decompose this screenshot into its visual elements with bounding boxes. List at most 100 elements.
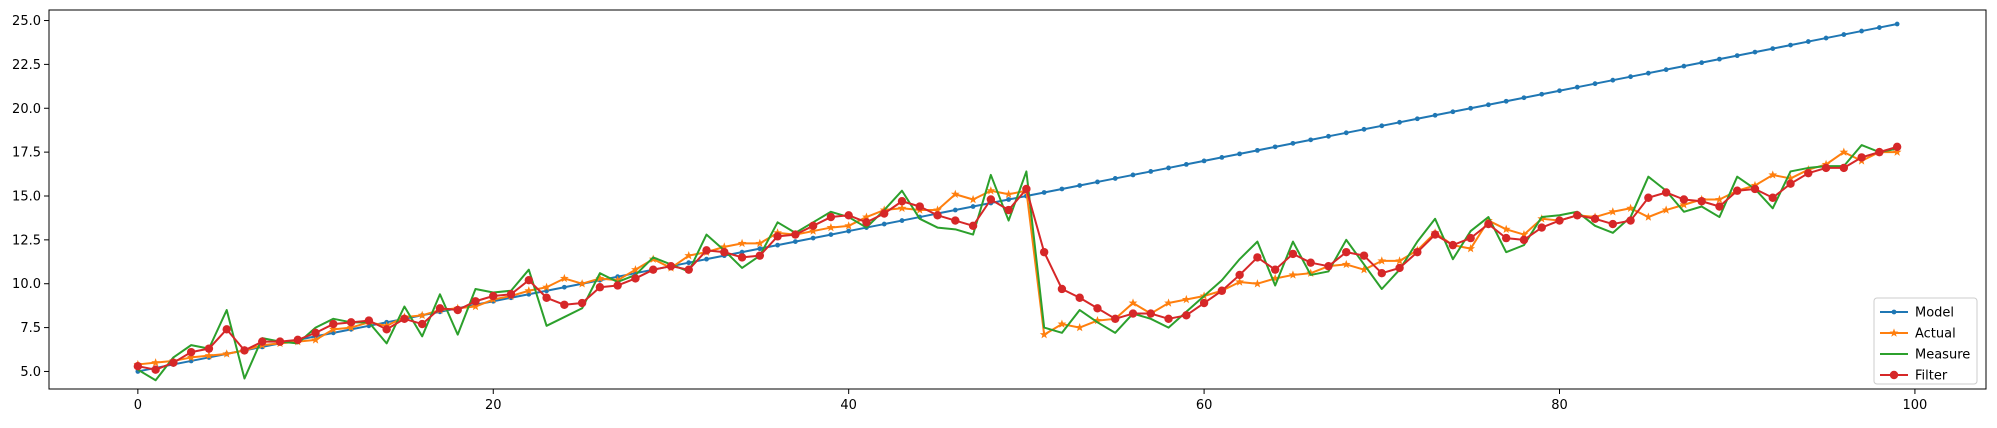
model-marker: [952, 207, 958, 213]
y-tick-label: 25.0: [12, 14, 41, 29]
filter-marker: [542, 293, 551, 302]
filter-marker: [968, 221, 978, 231]
filter-marker: [1039, 247, 1049, 257]
filter-marker: [133, 361, 143, 371]
filter-marker: [737, 253, 747, 262]
legend-item-measure: Measure: [1880, 348, 1970, 363]
actual-marker: [631, 265, 640, 274]
y-tick-label: 10.0: [12, 277, 41, 292]
actual-marker: [1661, 205, 1671, 214]
filter-marker: [1821, 163, 1831, 173]
filter-marker: [1146, 309, 1155, 318]
actual-marker: [897, 203, 907, 212]
actual-marker: [1786, 173, 1795, 183]
model-marker: [1645, 70, 1651, 76]
filter-marker: [897, 197, 907, 206]
actual-marker: [1501, 224, 1511, 234]
actual-marker: [542, 282, 551, 291]
series-filter: [133, 142, 1902, 374]
filter-marker: [1857, 153, 1866, 162]
filter-marker: [560, 300, 569, 309]
filter-marker: [1270, 265, 1280, 274]
filter-marker: [1164, 314, 1173, 324]
legend-label: Model: [1915, 306, 1954, 321]
y-tick-label: 15.0: [12, 189, 41, 204]
x-tick-label: 40: [840, 398, 857, 413]
model-marker: [1681, 63, 1687, 69]
model-marker: [970, 204, 976, 209]
legend: Model Actual Measure Filter: [1873, 297, 1978, 385]
filter-marker: [293, 335, 302, 345]
model-marker: [1770, 46, 1776, 52]
model-marker: [1788, 42, 1793, 48]
model-marker: [1557, 88, 1562, 94]
filter-marker: [1111, 314, 1120, 324]
actual-marker: [222, 349, 232, 358]
actual-marker: [613, 275, 623, 284]
actual-marker: [1341, 259, 1351, 269]
model-marker: [792, 239, 798, 245]
actual-marker: [950, 189, 960, 198]
model-marker: [1379, 123, 1385, 129]
x-tick-label: 80: [1551, 398, 1568, 413]
model-marker: [1343, 130, 1349, 136]
actual-marker: [719, 242, 729, 251]
actual-marker: [1768, 170, 1778, 179]
filter-marker: [1306, 258, 1315, 267]
model-marker: [1272, 144, 1278, 150]
model-marker: [1326, 133, 1331, 139]
filter-marker: [649, 265, 658, 274]
legend-label: Filter: [1915, 369, 1948, 384]
filter-marker: [1448, 240, 1458, 250]
filter-marker: [1786, 179, 1795, 188]
filter-marker: [631, 274, 640, 283]
actual-marker: [1164, 298, 1173, 307]
actual-marker: [862, 212, 871, 221]
legend-item-actual: Actual: [1880, 327, 1956, 342]
actual-marker: [577, 279, 587, 288]
actual-marker: [524, 286, 534, 295]
model-marker: [775, 242, 780, 248]
filter-marker: [720, 247, 729, 257]
actual-marker: [1057, 319, 1067, 328]
model-marker: [1841, 32, 1847, 37]
legend-swatch-marker: [1889, 328, 1899, 337]
filter-marker: [489, 291, 498, 301]
filter-marker: [1075, 293, 1084, 302]
x-tick-label: 100: [1903, 398, 1928, 413]
model-marker: [739, 249, 745, 255]
model-marker: [1255, 147, 1260, 153]
filter-marker: [1679, 195, 1689, 204]
model-marker: [1752, 49, 1758, 55]
filter-marker: [684, 265, 693, 274]
legend-item-model: Model: [1880, 306, 1954, 321]
filter-marker: [1342, 247, 1351, 257]
model-marker: [1201, 158, 1207, 164]
filter-marker: [329, 319, 338, 329]
filter-marker: [275, 337, 285, 346]
filter-marker: [1697, 197, 1706, 206]
model-marker: [1130, 172, 1136, 178]
model-marker: [1592, 81, 1598, 87]
model-marker: [1166, 165, 1171, 171]
filter-marker: [577, 298, 587, 308]
y-tick-label: 12.5: [12, 233, 41, 248]
filter-marker: [524, 276, 534, 285]
filter-marker: [1022, 184, 1031, 194]
model-marker: [1876, 25, 1882, 30]
model-marker: [1503, 98, 1509, 104]
model-marker: [1112, 176, 1118, 181]
filter-marker: [1768, 193, 1777, 202]
model-marker: [1805, 39, 1811, 44]
actual-marker: [826, 222, 836, 232]
actual-marker: [684, 251, 694, 260]
filter-marker: [1466, 233, 1475, 243]
filter-marker: [808, 221, 818, 231]
actual-marker: [151, 358, 160, 367]
legend-frame: [1873, 297, 1978, 385]
actual-marker: [1288, 270, 1298, 279]
plot-frame: [48, 9, 1987, 390]
filter-marker: [222, 325, 231, 334]
model-marker: [1663, 67, 1669, 73]
y-axis: 5.0 7.5 10.0 12.5 15.0 17.5 20.0 22.5 25.0: [12, 14, 49, 380]
